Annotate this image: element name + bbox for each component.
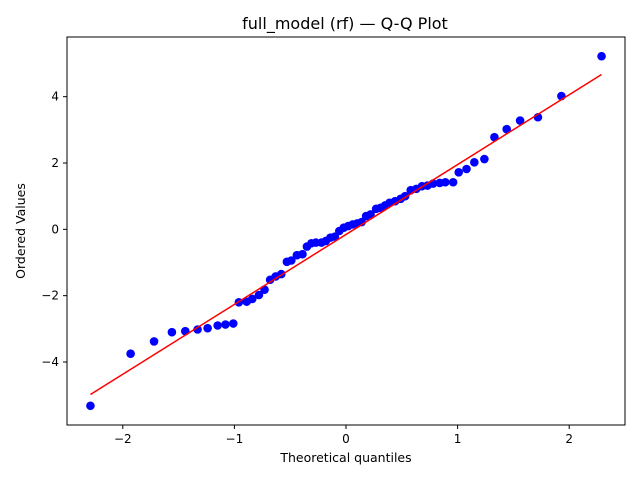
data-point [228,319,238,328]
y-tick-label: 2 [51,156,59,170]
data-point [149,337,159,346]
x-axis: −2 −1 0 1 2 [114,425,573,446]
data-point [86,401,95,411]
x-axis-label: Theoretical quantiles [279,450,411,465]
data-point [490,132,499,142]
data-point [462,164,471,174]
data-point [454,168,464,177]
y-axis-label: Ordered Values [13,183,28,279]
x-tick-label: −1 [226,432,244,446]
data-point [181,326,190,336]
plot-area [86,51,606,411]
data-point [502,124,512,134]
x-tick-label: −2 [114,432,132,446]
data-point [203,323,212,333]
data-point [221,320,230,329]
data-point [448,177,458,187]
data-point [298,249,307,259]
data-point [193,325,202,334]
data-point [480,154,489,164]
data-point [597,51,606,61]
data-point [213,321,222,330]
chart-title: full_model (rf) — Q-Q Plot [242,14,448,34]
data-point [247,294,257,304]
x-tick-label: 0 [342,432,350,446]
y-tick-label: −4 [41,355,59,369]
data-point [287,256,296,265]
fit-line [90,73,602,396]
y-tick-label: 4 [51,90,59,104]
y-tick-label: −2 [41,289,59,303]
data-point [441,177,450,187]
y-axis: −4 −2 0 2 4 [41,90,67,369]
data-point [126,349,135,359]
data-point [254,290,264,300]
data-point [515,116,525,125]
data-point [167,327,177,337]
data-point [366,210,375,219]
x-tick-label: 1 [454,432,462,446]
x-tick-label: 2 [565,432,573,446]
y-tick-label: 0 [51,222,59,236]
data-point [470,158,479,167]
